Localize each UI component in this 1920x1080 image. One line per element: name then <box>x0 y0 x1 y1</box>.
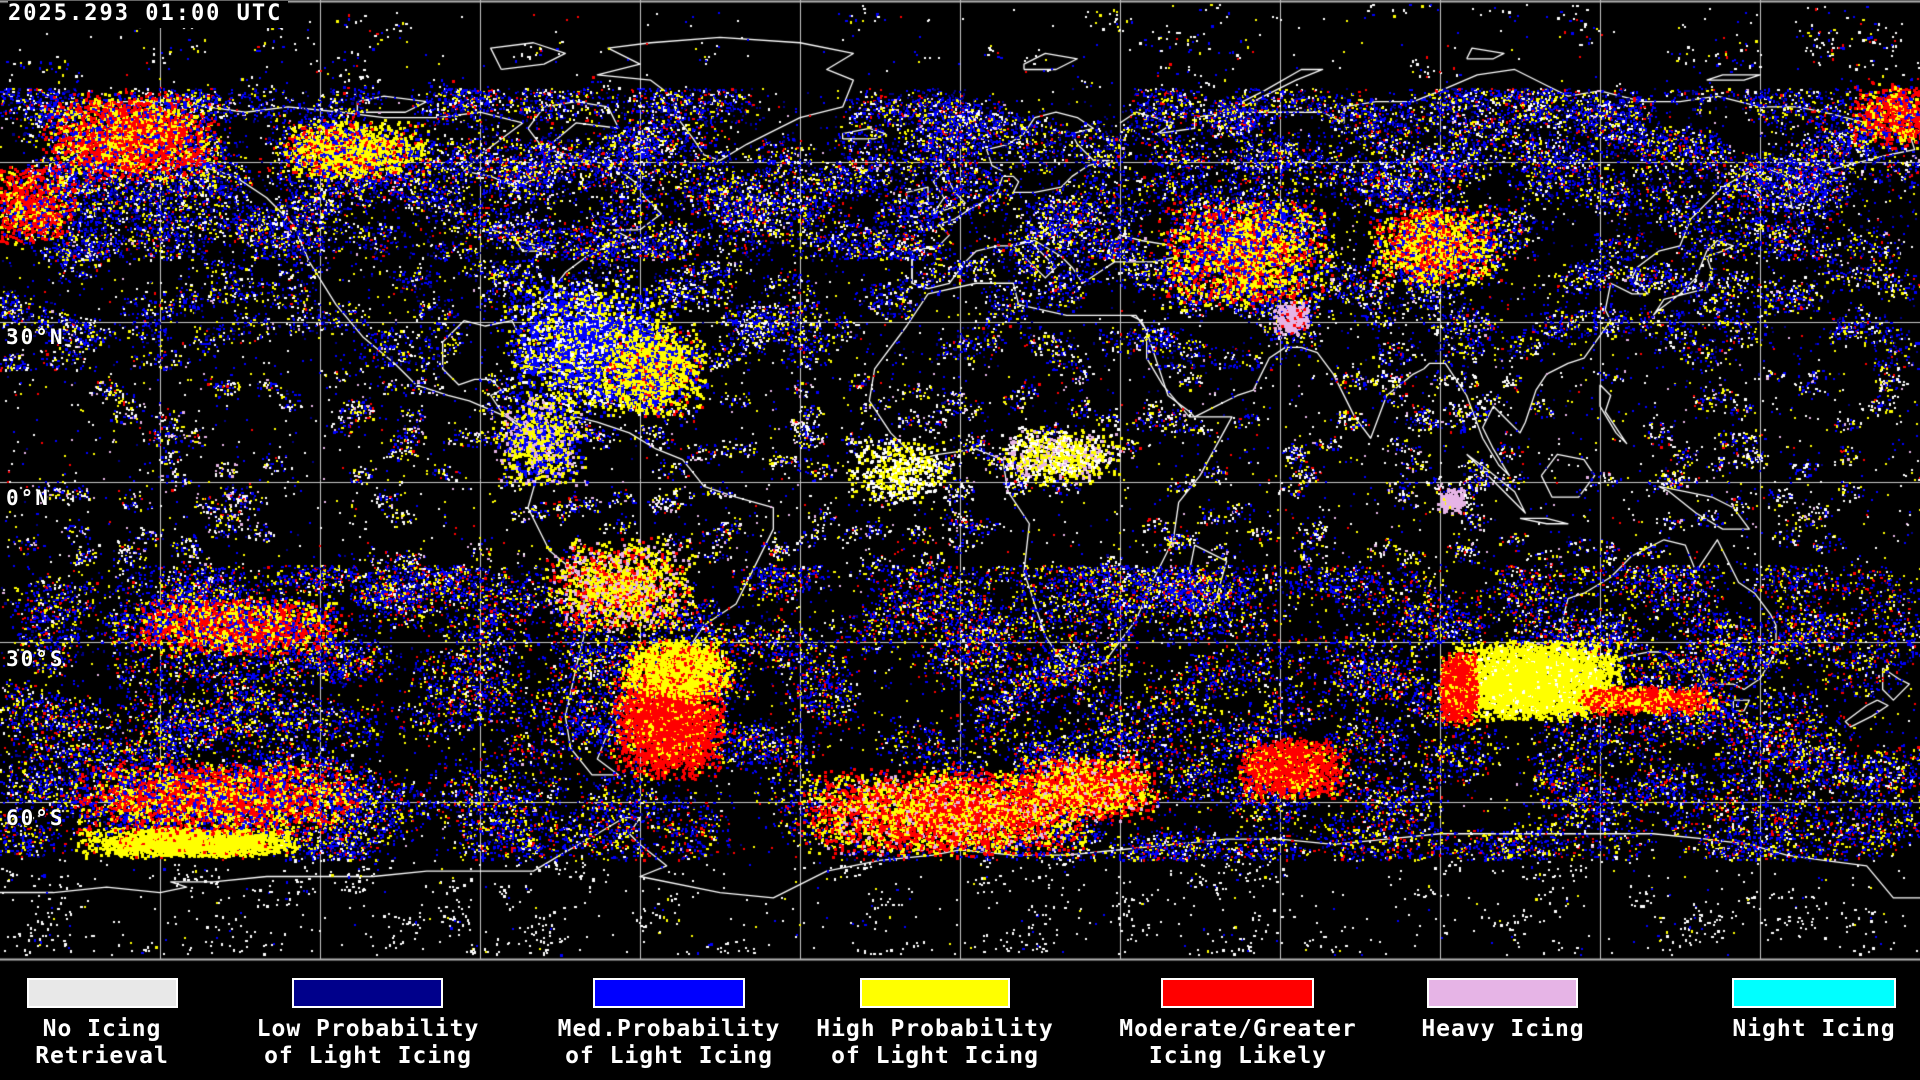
lat-label-30S: 30°S <box>6 647 65 671</box>
legend-label-low-prob-light-icing: Low Probability of Light Icing <box>256 1016 480 1069</box>
timestamp-label: 2025.293 01:00 UTC <box>8 1 289 28</box>
lat-label-30N: 30°N <box>6 325 65 349</box>
lat-label-60S: 60°S <box>6 806 65 830</box>
legend-swatch-high-prob-light-icing <box>860 978 1010 1008</box>
legend-label-heavy-icing: Heavy Icing <box>1421 1016 1585 1042</box>
legend-swatch-heavy-icing <box>1427 978 1578 1008</box>
legend-swatch-no-icing-retrieval <box>27 978 178 1008</box>
legend-swatch-night-icing <box>1732 978 1896 1008</box>
icing-map-canvas <box>0 0 1920 962</box>
legend-label-med-prob-light-icing: Med.Probability of Light Icing <box>557 1016 781 1069</box>
legend-swatch-med-prob-light-icing <box>593 978 745 1008</box>
legend-swatch-moderate-greater-icing <box>1161 978 1314 1008</box>
legend-label-no-icing-retrieval: No Icing Retrieval <box>35 1016 169 1069</box>
legend-swatch-low-prob-light-icing <box>292 978 443 1008</box>
legend-bar: No Icing Retrieval Low Probability of Lig… <box>0 962 1920 1080</box>
legend-label-moderate-greater-icing: Moderate/Greater Icing Likely <box>1119 1016 1357 1069</box>
legend-label-high-prob-light-icing: High Probability of Light Icing <box>816 1016 1054 1069</box>
legend-label-night-icing: Night Icing <box>1732 1016 1896 1042</box>
global-icing-map: 2025.293 01:00 UTC 30°N 0°N 30°S 60°S <box>0 0 1920 962</box>
lat-label-0N: 0°N <box>6 486 50 510</box>
